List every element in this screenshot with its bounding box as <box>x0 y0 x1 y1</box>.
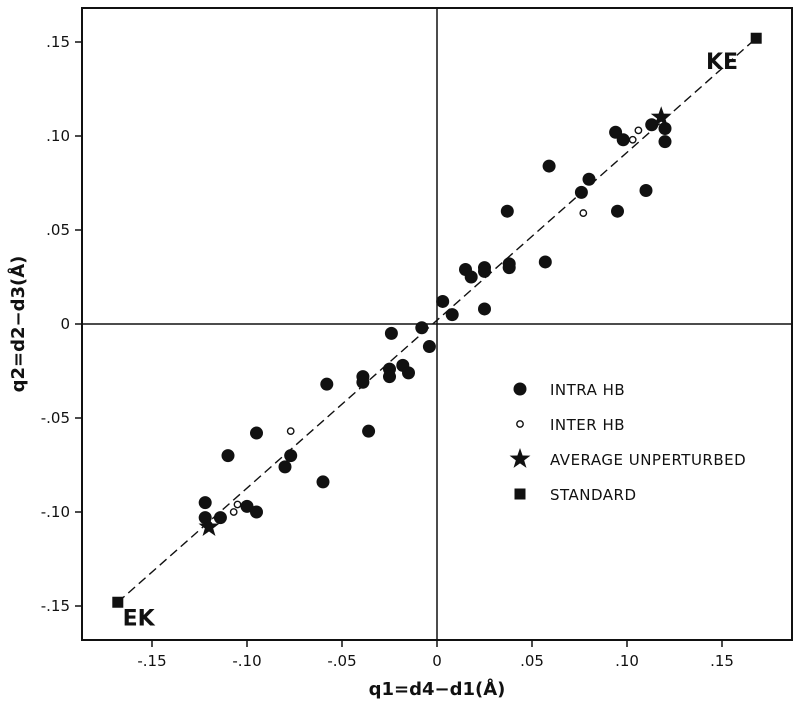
annotations: KE EK <box>123 50 738 631</box>
point-inter-hb <box>229 508 238 516</box>
point-intra-hb <box>478 264 491 278</box>
point-intra-hb <box>478 302 491 316</box>
y-ticks: .15 .10 .05 0 -.05 -.10 -.15 <box>41 33 82 615</box>
point-inter-hb <box>233 500 242 509</box>
x-ticks: -.15 -.10 -.05 0 .05 .10 .15 <box>137 640 734 670</box>
point-inter-hb <box>579 209 588 217</box>
point-intra-hb <box>415 321 429 335</box>
point-standard <box>112 596 124 608</box>
point-intra-hb <box>542 159 556 173</box>
legend-label: INTRA HB <box>550 381 625 399</box>
y-tick-label: -.15 <box>41 597 70 615</box>
point-intra-hb <box>464 270 478 284</box>
legend-label: AVERAGE UNPERTURBED <box>550 451 746 469</box>
point-intra-hb <box>383 370 396 384</box>
point-intra-hb <box>356 375 370 389</box>
y-tick-label: .05 <box>46 221 70 239</box>
x-tick-label: .05 <box>520 652 544 670</box>
zero-axes <box>82 8 792 640</box>
point-average-unperturbed <box>198 516 220 536</box>
x-tick-label: -.05 <box>327 652 356 670</box>
legend-marker <box>513 382 527 396</box>
y-tick-label: .10 <box>46 127 70 145</box>
point-intra-hb <box>445 308 459 322</box>
point-inter-hb <box>286 427 295 436</box>
point-intra-hb <box>384 326 398 340</box>
legend-marker <box>516 420 524 428</box>
point-intra-hb <box>213 511 227 525</box>
point-intra-hb <box>538 255 552 269</box>
point-intra-hb <box>611 204 624 218</box>
annotation-ke: KE <box>706 50 738 75</box>
y-tick-label: -.05 <box>41 409 70 427</box>
x-tick-label: -.15 <box>137 652 166 670</box>
point-intra-hb <box>500 204 514 218</box>
x-tick-label: .15 <box>710 652 734 670</box>
x-axis-title: q1=d4−d1(Å) <box>369 677 506 700</box>
point-intra-hb <box>316 475 330 489</box>
point-intra-hb <box>639 184 653 198</box>
point-intra-hb <box>422 340 436 354</box>
point-intra-hb <box>250 426 263 440</box>
point-intra-hb <box>362 424 376 438</box>
point-standard <box>750 32 762 44</box>
regression-line <box>117 37 757 603</box>
x-tick-label: 0 <box>432 652 442 670</box>
point-intra-hb <box>198 496 212 510</box>
legend-marker <box>509 448 531 468</box>
point-inter-hb <box>628 135 637 144</box>
data-points <box>112 32 762 608</box>
point-intra-hb <box>284 449 298 463</box>
point-average-unperturbed <box>650 106 672 127</box>
fit-line <box>117 37 757 603</box>
y-axis-title: q2=d2−d3(Å) <box>6 256 29 393</box>
y-tick-label: .15 <box>46 33 70 51</box>
point-intra-hb <box>320 377 334 391</box>
point-intra-hb <box>240 499 254 513</box>
point-intra-hb <box>402 366 415 380</box>
point-intra-hb <box>574 185 588 199</box>
legend-marker <box>514 488 526 500</box>
y-tick-label: 0 <box>60 315 70 333</box>
x-tick-label: -.10 <box>232 652 261 670</box>
point-intra-hb <box>221 449 235 463</box>
point-intra-hb <box>250 505 263 519</box>
legend-label: INTER HB <box>550 416 625 434</box>
point-intra-hb <box>278 460 292 474</box>
annotation-ek: EK <box>123 606 156 631</box>
legend: INTRA HB INTER HB AVERAGE UNPERTURBED STAND… <box>509 381 746 504</box>
point-intra-hb <box>582 172 596 186</box>
point-intra-hb <box>658 135 672 149</box>
point-inter-hb <box>634 126 643 135</box>
point-intra-hb <box>658 121 672 135</box>
point-intra-hb <box>645 118 659 132</box>
x-tick-label: .10 <box>615 652 639 670</box>
point-intra-hb <box>436 294 450 308</box>
y-tick-label: -.10 <box>41 503 70 521</box>
point-intra-hb <box>616 133 630 147</box>
point-intra-hb <box>502 261 516 275</box>
legend-label: STANDARD <box>550 486 637 504</box>
